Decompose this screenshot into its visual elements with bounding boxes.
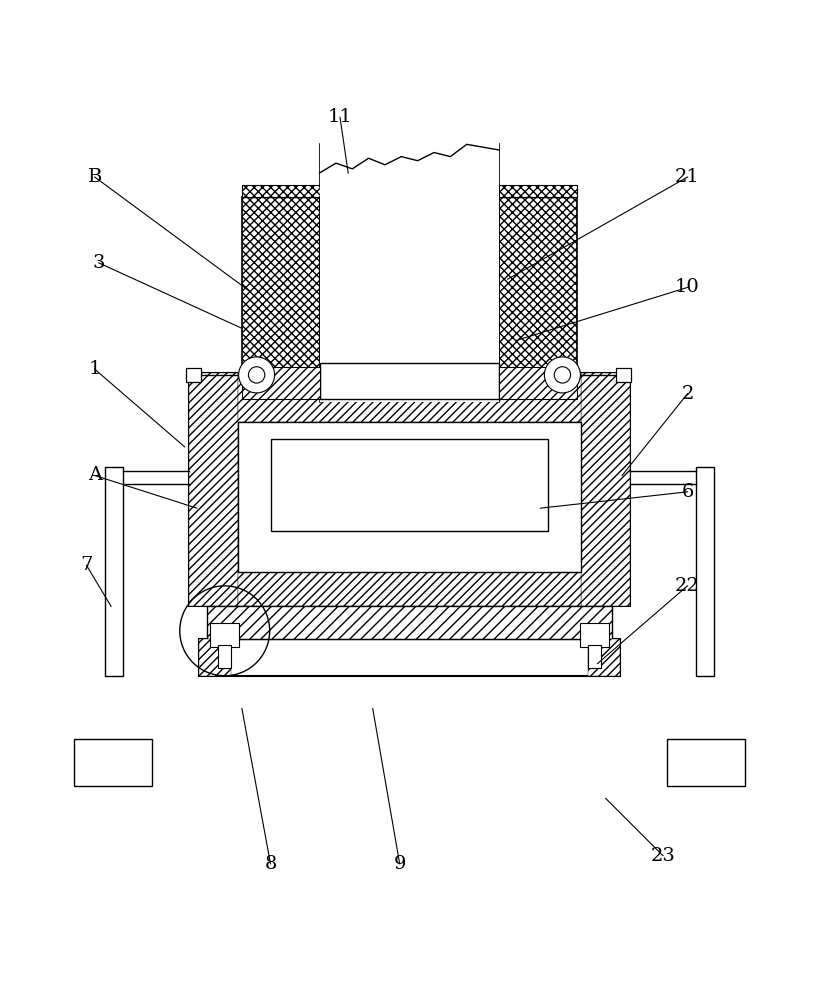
Bar <box>500 185 577 197</box>
Bar <box>188 373 631 606</box>
Text: 1: 1 <box>88 360 101 378</box>
Bar <box>198 639 231 676</box>
Bar <box>667 739 744 786</box>
Bar <box>580 623 609 647</box>
Bar <box>695 467 713 676</box>
Bar <box>581 373 631 606</box>
Bar <box>106 467 124 676</box>
Text: 6: 6 <box>681 483 694 501</box>
Bar <box>218 645 231 668</box>
Bar <box>617 368 631 382</box>
Text: 7: 7 <box>80 556 93 574</box>
Bar <box>238 572 581 606</box>
Text: 21: 21 <box>675 168 700 186</box>
Bar <box>319 363 500 399</box>
Bar <box>206 606 613 639</box>
Text: 9: 9 <box>393 855 406 873</box>
Bar <box>188 373 238 606</box>
Text: B: B <box>88 168 102 186</box>
Bar <box>500 197 577 373</box>
Bar <box>588 645 601 668</box>
Bar <box>588 639 621 676</box>
Bar <box>242 185 319 197</box>
Bar <box>270 439 549 531</box>
Circle shape <box>545 357 581 393</box>
Text: 10: 10 <box>675 278 700 296</box>
Bar <box>238 422 581 572</box>
Circle shape <box>554 367 571 383</box>
Text: A: A <box>88 466 102 484</box>
Bar <box>242 197 319 373</box>
Bar <box>210 623 239 647</box>
Text: 3: 3 <box>93 254 105 272</box>
Bar <box>242 367 319 399</box>
Bar <box>186 368 201 382</box>
Text: 11: 11 <box>328 108 352 126</box>
Bar <box>500 367 577 399</box>
Bar <box>319 124 500 402</box>
Bar <box>198 639 621 676</box>
Circle shape <box>248 367 265 383</box>
Circle shape <box>238 357 274 393</box>
Text: 22: 22 <box>675 577 700 595</box>
Text: 2: 2 <box>681 385 694 403</box>
Text: 8: 8 <box>265 855 277 873</box>
Bar <box>238 373 581 422</box>
Bar <box>75 739 152 786</box>
Text: 23: 23 <box>650 847 676 865</box>
